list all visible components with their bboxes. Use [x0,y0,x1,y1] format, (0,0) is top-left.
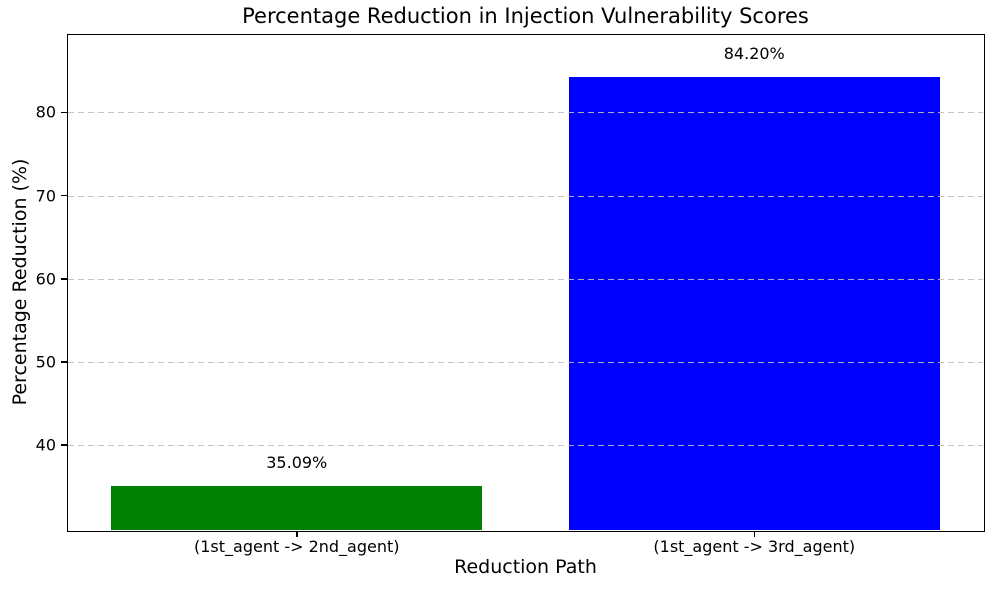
y-tick-label: 80 [35,102,56,122]
y-tick-label: 70 [35,186,56,206]
bar-value-label: 35.09% [266,452,328,472]
bar-1 [568,77,940,530]
bar-0 [111,486,483,530]
y-tick-mark [61,194,67,197]
x-tick-label: (1st_agent -> 3rd_agent) [653,537,856,556]
y-tick-mark [61,278,67,280]
y-gridline [68,445,983,447]
y-tick-mark [61,361,67,363]
y-tick-label: 50 [35,352,56,372]
y-gridline [68,278,983,280]
x-tick-mark [296,531,298,537]
y-gridline [68,112,983,114]
y-gridline [68,195,983,197]
y-tick-mark [61,444,67,446]
bar-value-label: 84.20% [723,44,785,64]
y-tick-label: 40 [35,435,56,455]
x-axis-label: Reduction Path [454,556,597,578]
x-tick-label: (1st_agent -> 2nd_agent) [193,537,400,556]
y-gridline [68,361,983,363]
y-tick-label: 60 [35,269,56,289]
y-tick-mark [61,111,67,114]
x-tick-mark [753,531,755,537]
plot-area: 35.09% 84.20% [66,33,985,532]
chart-title: Percentage Reduction in Injection Vulner… [242,4,809,28]
